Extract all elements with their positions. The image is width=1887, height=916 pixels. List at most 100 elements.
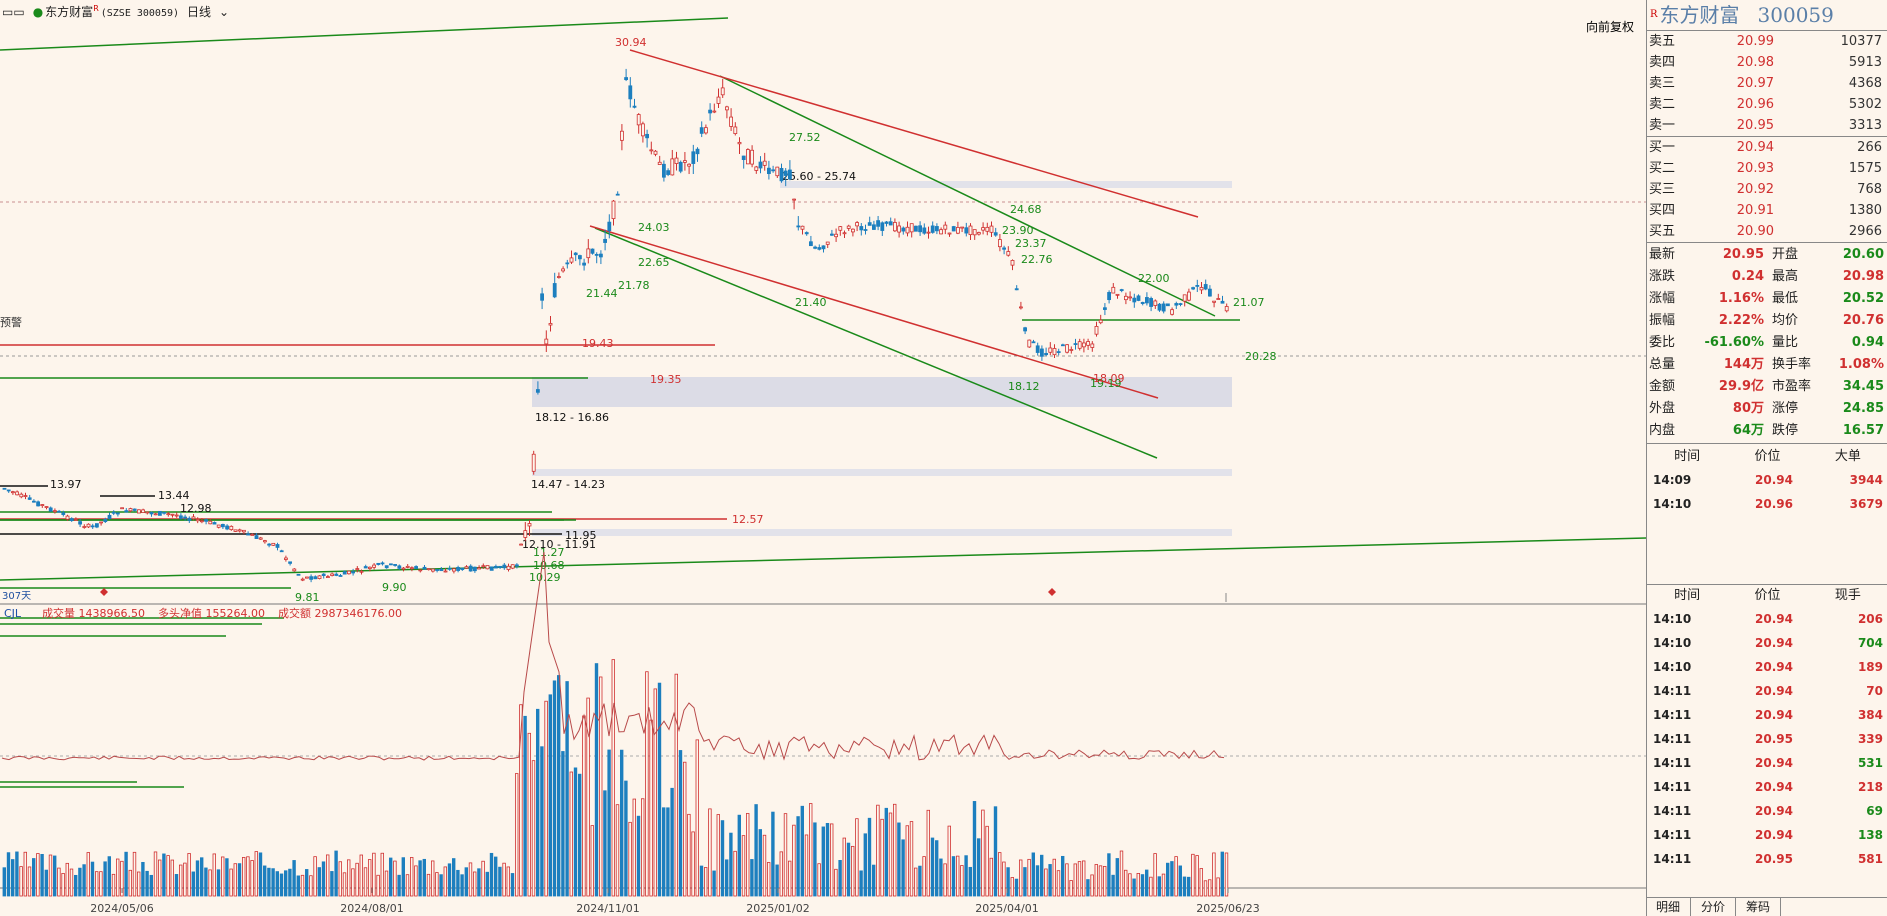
- candle[interactable]: [74, 519, 78, 521]
- volume-bar[interactable]: [237, 863, 242, 897]
- candle[interactable]: [498, 565, 503, 568]
- candle[interactable]: [1019, 306, 1023, 309]
- candle[interactable]: [367, 566, 372, 569]
- volume-bar[interactable]: [1187, 876, 1191, 897]
- volume-bar[interactable]: [99, 871, 103, 897]
- candle[interactable]: [493, 565, 498, 569]
- candle[interactable]: [1056, 351, 1061, 353]
- volume-bar[interactable]: [737, 814, 741, 897]
- candle[interactable]: [939, 229, 943, 235]
- volume-bar[interactable]: [300, 874, 305, 897]
- candle[interactable]: [708, 109, 712, 114]
- volume-bar[interactable]: [82, 864, 86, 897]
- volume-bar[interactable]: [527, 732, 531, 897]
- tick-row[interactable]: 14:11 20.94 218: [1647, 775, 1887, 799]
- volume-bar[interactable]: [321, 861, 326, 897]
- volume-bar[interactable]: [279, 873, 284, 897]
- volume-bar[interactable]: [611, 659, 615, 897]
- volume-bar[interactable]: [930, 837, 935, 897]
- candle[interactable]: [300, 578, 305, 581]
- candle[interactable]: [775, 166, 780, 177]
- volume-bar[interactable]: [914, 867, 918, 897]
- candle[interactable]: [1212, 300, 1216, 303]
- volume-bar[interactable]: [1128, 873, 1132, 897]
- volume-bar[interactable]: [78, 867, 82, 897]
- volume-bar[interactable]: [1098, 865, 1103, 897]
- volume-bar[interactable]: [128, 869, 132, 897]
- volume-bar[interactable]: [750, 859, 754, 897]
- candle[interactable]: [519, 543, 523, 546]
- candle[interactable]: [170, 513, 175, 516]
- candle[interactable]: [111, 511, 116, 514]
- candle[interactable]: [737, 141, 742, 145]
- volume-bar[interactable]: [863, 833, 867, 897]
- volume-bar[interactable]: [855, 818, 859, 897]
- volume-bar[interactable]: [355, 862, 359, 897]
- volume-bar[interactable]: [951, 856, 956, 897]
- candle[interactable]: [414, 566, 419, 569]
- volume-bar[interactable]: [935, 840, 939, 897]
- candle[interactable]: [78, 521, 82, 525]
- candle[interactable]: [834, 233, 838, 238]
- volume-bar[interactable]: [536, 708, 540, 897]
- volume-bar[interactable]: [116, 858, 120, 897]
- restore-button[interactable]: 向前复权: [1586, 18, 1635, 35]
- candle[interactable]: [220, 523, 225, 528]
- candle[interactable]: [288, 561, 293, 564]
- candle[interactable]: [456, 567, 461, 571]
- candle[interactable]: [687, 163, 691, 167]
- candle[interactable]: [1191, 287, 1195, 290]
- candle[interactable]: [174, 514, 179, 517]
- volume-bar[interactable]: [1006, 867, 1010, 897]
- volume-bar[interactable]: [162, 853, 166, 897]
- candle[interactable]: [565, 262, 570, 265]
- candle[interactable]: [788, 169, 792, 180]
- volume-bar[interactable]: [216, 869, 221, 897]
- candle[interactable]: [485, 565, 490, 570]
- volume-bar[interactable]: [1170, 861, 1174, 897]
- volume-bar[interactable]: [523, 715, 527, 897]
- candle[interactable]: [922, 227, 927, 234]
- candle[interactable]: [363, 566, 368, 569]
- candle[interactable]: [208, 520, 213, 525]
- volume-bar[interactable]: [317, 867, 321, 897]
- candle[interactable]: [624, 77, 628, 81]
- volume-bar[interactable]: [1048, 864, 1052, 897]
- candle[interactable]: [157, 510, 162, 516]
- volume-bar[interactable]: [859, 870, 863, 897]
- candle[interactable]: [804, 232, 809, 235]
- candle[interactable]: [153, 513, 158, 516]
- volume-bar[interactable]: [468, 862, 473, 897]
- candle[interactable]: [237, 529, 242, 532]
- candle[interactable]: [418, 569, 423, 572]
- volume-bar[interactable]: [136, 871, 141, 897]
- volume-bar[interactable]: [729, 832, 733, 897]
- candle[interactable]: [531, 453, 536, 472]
- candle[interactable]: [750, 149, 754, 165]
- candle[interactable]: [355, 568, 360, 570]
- candle[interactable]: [292, 568, 297, 572]
- candle[interactable]: [674, 157, 679, 164]
- volume-bar[interactable]: [548, 694, 552, 897]
- volume-bar[interactable]: [1119, 850, 1124, 897]
- volume-bar[interactable]: [225, 858, 229, 897]
- volume-bar[interactable]: [943, 863, 947, 897]
- volume-bar[interactable]: [649, 719, 653, 897]
- candle[interactable]: [44, 506, 49, 508]
- candle[interactable]: [1111, 286, 1116, 294]
- candle[interactable]: [27, 497, 32, 500]
- volume-bar[interactable]: [615, 804, 620, 897]
- candle[interactable]: [23, 495, 28, 497]
- period-selector[interactable]: 日线 ⌄: [187, 5, 237, 19]
- candle[interactable]: [830, 233, 834, 236]
- volume-bar[interactable]: [1208, 879, 1212, 897]
- candle[interactable]: [1061, 344, 1065, 347]
- volume-bar[interactable]: [603, 790, 607, 897]
- candle[interactable]: [229, 525, 234, 531]
- volume-bar[interactable]: [699, 865, 704, 897]
- volume-bar[interactable]: [830, 823, 834, 897]
- volume-bar[interactable]: [103, 861, 107, 897]
- candle[interactable]: [897, 225, 901, 233]
- candle[interactable]: [1153, 300, 1158, 306]
- candle[interactable]: [758, 161, 763, 169]
